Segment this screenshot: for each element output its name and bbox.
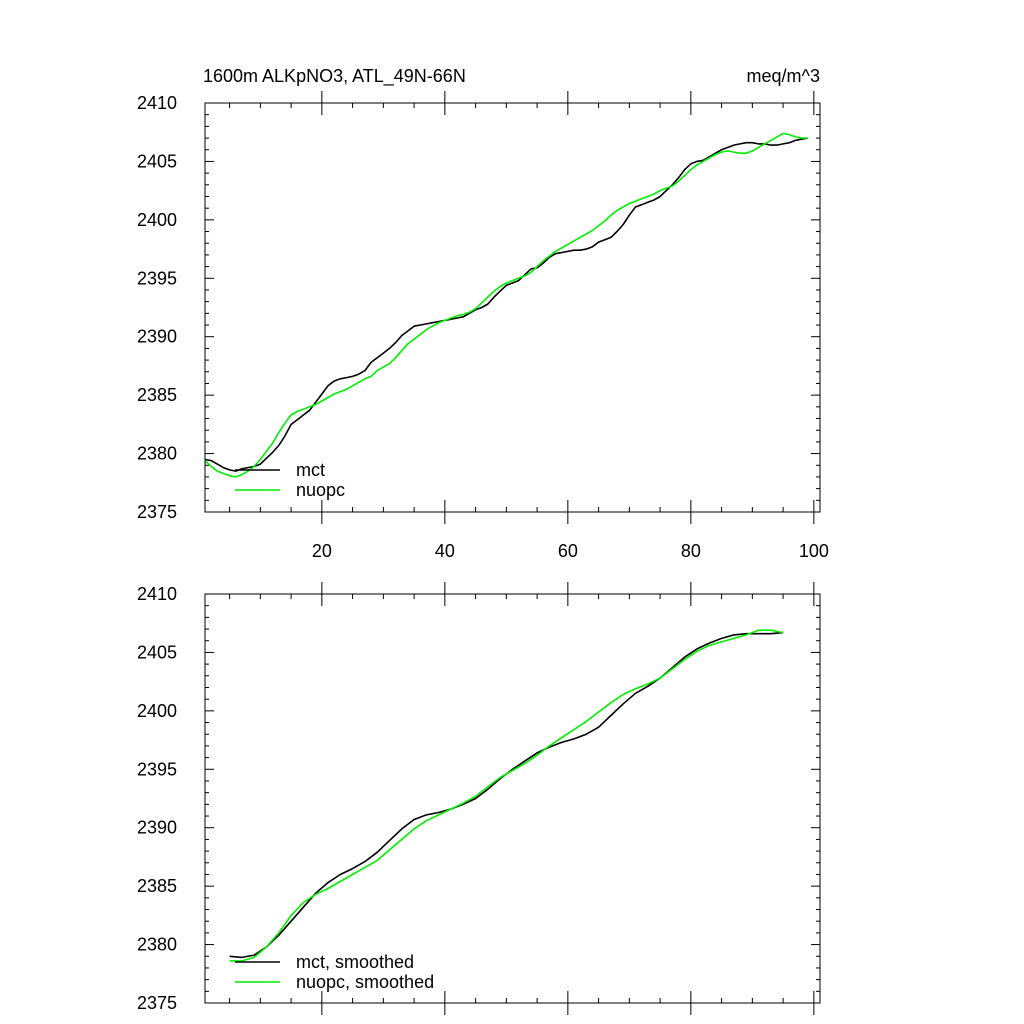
x-tick-label: 40: [435, 541, 455, 561]
mct-line: [204, 137, 808, 472]
y-tick-label: 2395: [137, 268, 177, 288]
x-tick-label: 80: [681, 541, 701, 561]
y-tick-label: 2410: [137, 93, 177, 113]
x-tick-label: 20: [312, 541, 332, 561]
legend-label-mct-smoothed: mct, smoothed: [296, 952, 414, 972]
top-panel-frame: [204, 102, 821, 513]
legend-label-nuopc-smoothed: nuopc, smoothed: [296, 972, 434, 992]
y-tick-label: 2375: [137, 993, 177, 1013]
x-tick-label: 100: [799, 541, 829, 561]
y-tick-label: 2390: [137, 327, 177, 347]
legend-label-nuopc: nuopc: [296, 480, 345, 500]
top-panel-legend: mct nuopc: [235, 460, 345, 500]
y-tick-label: 2380: [137, 444, 177, 464]
top-panel-title: 1600m ALKpNO3, ATL_49N-66N: [203, 66, 466, 87]
bottom-panel-ticks: 2375 2380 2385 2390 2395 2400 2405 2410: [137, 582, 820, 1015]
y-tick-label: 2375: [137, 502, 177, 522]
legend-label-mct: mct: [296, 460, 325, 480]
top-panel: 1600m ALKpNO3, ATL_49N-66N meq/m^3 23752…: [137, 66, 829, 561]
y-tick-label: 2395: [137, 759, 177, 779]
x-tick-label: 60: [558, 541, 578, 561]
bottom-panel-frame: [204, 593, 821, 1004]
y-tick-label: 2405: [137, 151, 177, 171]
top-panel-series: [204, 132, 808, 478]
top-panel-ticks: 2375 2380 2385 2390 2395 2400 2405 2410 20 40 60 80…: [137, 91, 829, 561]
y-tick-label: 2390: [137, 818, 177, 838]
bottom-panel-legend: mct, smoothed nuopc, smoothed: [235, 952, 434, 992]
y-tick-label: 2405: [137, 642, 177, 662]
y-tick-label: 2410: [137, 584, 177, 604]
top-panel-units: meq/m^3: [747, 66, 820, 86]
y-tick-label: 2380: [137, 935, 177, 955]
y-tick-label: 2400: [137, 210, 177, 230]
bottom-panel: 2375 2380 2385 2390 2395 2400 2405 2410 mct, sm…: [137, 582, 821, 1015]
y-tick-label: 2385: [137, 876, 177, 896]
y-tick-label: 2400: [137, 701, 177, 721]
nuopc-line: [204, 132, 808, 478]
bottom-panel-series: [229, 629, 784, 962]
nuopc-smoothed-line: [229, 629, 784, 962]
y-tick-label: 2385: [137, 385, 177, 405]
